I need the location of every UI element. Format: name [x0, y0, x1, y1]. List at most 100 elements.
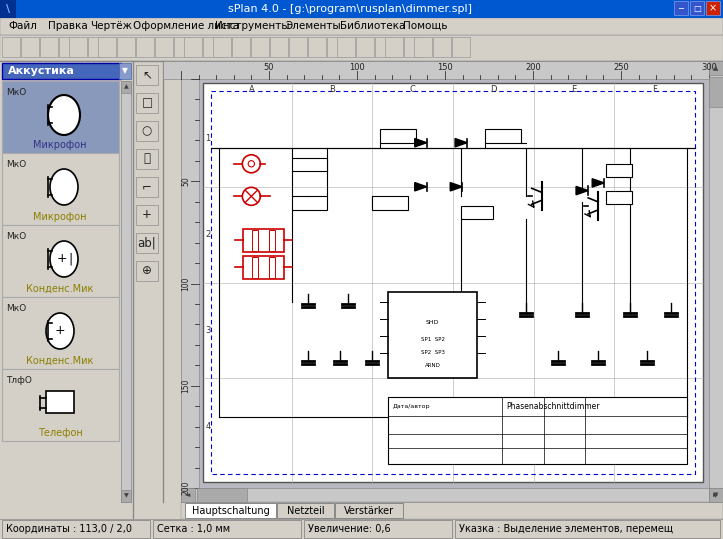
Bar: [452, 37, 470, 57]
Text: F: F: [652, 85, 657, 93]
Bar: [414, 37, 432, 57]
Text: 250: 250: [613, 64, 629, 73]
Text: B: B: [329, 85, 335, 93]
Bar: [461, 206, 493, 219]
Bar: [607, 164, 632, 177]
Bar: [0, 0, 723, 18]
Bar: [485, 129, 521, 143]
Bar: [252, 257, 258, 278]
Bar: [136, 65, 158, 85]
Bar: [197, 488, 247, 502]
Ellipse shape: [242, 188, 260, 205]
Ellipse shape: [48, 95, 80, 135]
Text: Инструменты: Инструменты: [215, 21, 289, 31]
Bar: [709, 61, 723, 489]
Bar: [181, 79, 199, 488]
Bar: [2, 225, 119, 297]
Bar: [337, 37, 355, 57]
Bar: [385, 37, 403, 57]
Text: 150: 150: [181, 378, 190, 393]
Text: Phasenabschnittdimmer: Phasenabschnittdimmer: [506, 402, 599, 411]
Bar: [203, 83, 703, 482]
Bar: [181, 488, 723, 502]
Ellipse shape: [50, 169, 78, 205]
Text: Аккустика: Аккустика: [8, 66, 75, 76]
Text: D: D: [490, 85, 497, 93]
Text: Указка : Выделение элементов, перемещ: Указка : Выделение элементов, перемещ: [459, 524, 673, 534]
Text: 200: 200: [181, 481, 190, 495]
Bar: [709, 77, 723, 107]
Text: Verstärker: Verstärker: [343, 506, 393, 515]
Text: ARND: ARND: [425, 363, 441, 368]
Bar: [0, 61, 133, 533]
Bar: [174, 37, 192, 57]
Bar: [136, 93, 158, 113]
Bar: [291, 196, 328, 210]
Bar: [203, 37, 221, 57]
Bar: [0, 0, 16, 18]
Text: 4: 4: [205, 421, 210, 431]
Text: ▼: ▼: [122, 66, 128, 75]
Text: 1: 1: [205, 134, 210, 143]
Text: ТлфО: ТлфО: [6, 376, 32, 385]
Bar: [211, 91, 695, 474]
Text: ▲: ▲: [714, 65, 719, 71]
Bar: [117, 37, 135, 57]
Bar: [289, 37, 307, 57]
Bar: [133, 61, 163, 502]
Text: Оформление листа: Оформление листа: [133, 21, 239, 31]
Text: Библиотека: Библиотека: [340, 21, 406, 31]
Bar: [181, 502, 723, 519]
Bar: [98, 37, 116, 57]
Bar: [706, 1, 720, 15]
Text: sPlan 4.0 - [g:\program\rusplan\dimmer.spl]: sPlan 4.0 - [g:\program\rusplan\dimmer.s…: [228, 4, 472, 14]
Text: ⌒: ⌒: [143, 153, 150, 165]
Bar: [277, 503, 333, 518]
Bar: [0, 35, 723, 61]
Bar: [372, 196, 408, 210]
Bar: [327, 37, 345, 57]
Bar: [243, 229, 283, 252]
Bar: [291, 158, 328, 171]
Bar: [335, 503, 403, 518]
Text: 50: 50: [264, 64, 274, 73]
Bar: [88, 37, 106, 57]
Text: SP1  SP2: SP1 SP2: [421, 337, 445, 342]
Bar: [388, 292, 477, 378]
Bar: [304, 520, 452, 538]
Bar: [136, 149, 158, 169]
Bar: [270, 37, 288, 57]
Text: +: +: [56, 252, 67, 266]
Bar: [2, 297, 119, 369]
Bar: [433, 37, 451, 57]
Bar: [40, 37, 58, 57]
Text: □: □: [693, 3, 701, 12]
Polygon shape: [415, 183, 427, 191]
Text: ▼: ▼: [714, 492, 719, 498]
Text: ⌐: ⌐: [142, 181, 152, 194]
Text: 50: 50: [181, 176, 190, 186]
Text: 200: 200: [525, 64, 541, 73]
Bar: [69, 37, 87, 57]
Text: ○: ○: [142, 125, 152, 137]
Bar: [213, 37, 231, 57]
Bar: [119, 63, 131, 79]
Text: Телефон: Телефон: [38, 428, 82, 438]
Text: 300: 300: [701, 64, 717, 73]
Bar: [59, 37, 77, 57]
Text: Правка: Правка: [48, 21, 87, 31]
Bar: [136, 261, 158, 281]
Text: ▲: ▲: [124, 85, 129, 89]
Bar: [0, 519, 723, 539]
Bar: [690, 1, 704, 15]
Bar: [163, 61, 723, 79]
Polygon shape: [455, 139, 467, 147]
Polygon shape: [450, 183, 462, 191]
Bar: [709, 488, 723, 502]
Bar: [709, 61, 723, 75]
Text: +: +: [142, 209, 152, 222]
Text: Координаты : 113,0 / 2,0: Координаты : 113,0 / 2,0: [6, 524, 132, 534]
Bar: [268, 230, 275, 251]
Bar: [136, 37, 154, 57]
Bar: [674, 1, 688, 15]
